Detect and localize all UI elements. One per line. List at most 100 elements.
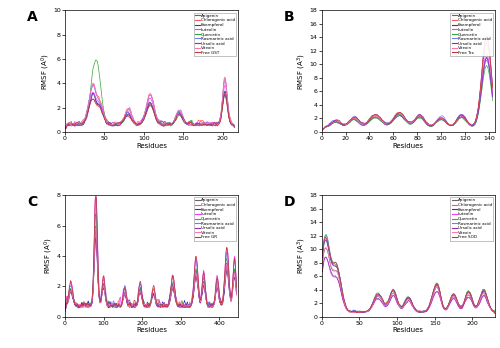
Apigenin — [234, 293, 239, 297]
Luteolin — [364, 121, 370, 125]
Apigenin — [364, 121, 370, 125]
Ursolic acid — [395, 111, 401, 116]
Rosmarinic acid — [364, 120, 370, 124]
Line: Kaempferol: Kaempferol — [66, 227, 236, 311]
Ursolic acid — [78, 303, 84, 308]
Quercetin — [458, 304, 464, 308]
Luteolin — [112, 303, 118, 307]
Apigenin — [121, 117, 127, 121]
Rosmarinic acid — [389, 118, 395, 122]
Kaempferol — [389, 119, 395, 124]
Rosmarinic acid — [460, 301, 466, 306]
Vitexin — [130, 119, 136, 123]
Free Trx — [320, 127, 326, 132]
Ursolic acid — [196, 298, 202, 302]
Quercetin — [84, 113, 89, 117]
Rosmarinic acid — [63, 125, 69, 129]
Line: Chlorogenic acid: Chlorogenic acid — [66, 77, 234, 129]
Rosmarinic acid — [484, 58, 490, 62]
Line: Vitexin: Vitexin — [322, 247, 495, 314]
Apigenin — [72, 121, 78, 126]
Vitexin — [491, 310, 497, 314]
Rosmarinic acid — [222, 77, 228, 81]
Text: D: D — [284, 195, 295, 209]
Line: Kaempferol: Kaempferol — [323, 38, 492, 130]
Ursolic acid — [480, 295, 486, 299]
Line: Luteolin: Luteolin — [323, 54, 492, 130]
Chlorogenic acid — [111, 123, 117, 127]
Line: Luteolin: Luteolin — [322, 257, 495, 313]
Apigenin — [78, 303, 84, 307]
Quercetin — [62, 307, 68, 311]
Line: Ursolic acid: Ursolic acid — [66, 95, 234, 128]
Line: Vitexin: Vitexin — [66, 227, 236, 311]
Vitexin — [196, 297, 202, 301]
Kaempferol — [490, 86, 496, 90]
Apigenin — [140, 302, 146, 306]
Free GST — [130, 118, 136, 122]
Quercetin — [484, 63, 490, 68]
Chlorogenic acid — [320, 254, 326, 259]
Chlorogenic acid — [460, 302, 466, 306]
Quercetin — [320, 252, 326, 256]
Quercetin — [320, 128, 326, 132]
Luteolin — [480, 293, 486, 298]
Y-axis label: RMSF ($\mathregular{A^0}$): RMSF ($\mathregular{A^0}$) — [43, 238, 56, 274]
Chlorogenic acid — [480, 289, 486, 293]
Vitexin — [172, 292, 178, 296]
Kaempferol — [146, 303, 152, 307]
Free SOD — [352, 309, 358, 314]
Ursolic acid — [130, 118, 136, 122]
Line: Vitexin: Vitexin — [323, 37, 492, 130]
Vitexin — [320, 128, 326, 132]
Vitexin — [490, 85, 496, 89]
Quercetin — [480, 287, 486, 292]
Free GST — [232, 125, 237, 129]
Quercetin — [461, 300, 467, 304]
Luteolin — [326, 124, 332, 128]
Quercetin — [395, 112, 401, 117]
Free GST — [72, 122, 78, 126]
Rosmarinic acid — [456, 304, 462, 308]
Chlorogenic acid — [140, 304, 146, 308]
Luteolin — [121, 117, 127, 121]
Ursolic acid — [492, 311, 498, 315]
Vitexin — [111, 122, 117, 126]
Quercetin — [323, 232, 329, 237]
Rosmarinic acid — [234, 287, 239, 291]
Quercetin — [490, 98, 496, 103]
Line: Apigenin: Apigenin — [66, 91, 234, 127]
Quercetin — [452, 293, 458, 297]
Luteolin — [379, 300, 385, 304]
Luteolin — [492, 311, 498, 315]
Chlorogenic acid — [320, 127, 326, 132]
Quercetin — [334, 121, 340, 125]
Kaempferol — [84, 114, 89, 119]
Apigenin — [232, 124, 237, 128]
Line: Quercetin: Quercetin — [66, 214, 236, 309]
Ursolic acid — [232, 125, 237, 129]
Line: Luteolin: Luteolin — [66, 85, 234, 127]
Kaempferol — [320, 256, 326, 260]
Ursolic acid — [62, 309, 68, 314]
Kaempferol — [190, 123, 196, 127]
Kaempferol — [395, 114, 401, 118]
Quercetin — [130, 121, 136, 125]
Rosmarinic acid — [377, 116, 383, 120]
Luteolin — [92, 195, 98, 199]
Kaempferol — [480, 290, 486, 294]
Vitexin — [492, 311, 498, 316]
Quercetin — [379, 297, 385, 301]
Apigenin — [492, 311, 498, 315]
Kaempferol — [63, 126, 69, 130]
Kaempferol — [130, 119, 136, 124]
Ursolic acid — [320, 127, 326, 132]
Free GR — [112, 301, 118, 306]
Quercetin — [232, 125, 237, 129]
Luteolin — [62, 308, 68, 312]
Quercetin — [418, 310, 424, 315]
Ursolic acid — [460, 303, 466, 308]
Y-axis label: RMSF ($\mathregular{A^0}$): RMSF ($\mathregular{A^0}$) — [40, 53, 52, 89]
Quercetin — [63, 126, 69, 130]
Chlorogenic acid — [395, 112, 401, 116]
